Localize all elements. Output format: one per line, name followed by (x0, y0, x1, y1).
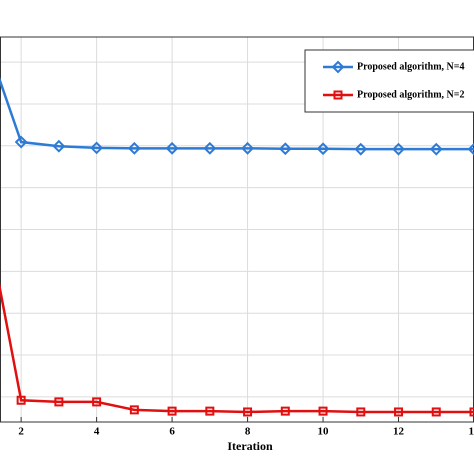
legend-label: Proposed algorithm, N=4 (357, 61, 464, 72)
marker (431, 407, 441, 417)
marker (354, 142, 368, 156)
marker (165, 141, 179, 155)
x-axis-label: Iteration (227, 439, 273, 453)
legend-marker (333, 90, 343, 100)
marker (394, 407, 404, 417)
x-tick-label: 8 (245, 426, 251, 438)
marker (318, 406, 328, 416)
marker (90, 141, 104, 155)
marker (127, 141, 141, 155)
marker (280, 406, 290, 416)
marker (129, 405, 139, 415)
marker (54, 397, 64, 407)
x-tick-label: 6 (169, 426, 175, 438)
plot-area (0, 77, 474, 417)
marker (278, 142, 292, 156)
marker (429, 142, 443, 156)
marker (14, 135, 28, 149)
x-tick-label: 14 (469, 426, 474, 438)
marker (167, 406, 177, 416)
x-tick-label: 12 (393, 426, 405, 438)
legend-label: Proposed algorithm, N=2 (357, 89, 464, 100)
marker (243, 407, 253, 417)
marker (392, 142, 405, 156)
marker (52, 139, 66, 153)
marker (241, 141, 254, 155)
marker (316, 142, 330, 156)
x-tick-label: 4 (94, 426, 100, 438)
legend-marker (331, 60, 345, 74)
marker (469, 407, 474, 417)
marker (203, 141, 217, 155)
marker (205, 406, 215, 416)
x-tick-label: 10 (318, 426, 330, 438)
marker (16, 395, 26, 405)
marker (356, 407, 366, 417)
marker (92, 397, 102, 407)
marker (467, 142, 474, 156)
legend-box (304, 49, 474, 113)
x-tick-label: 2 (18, 426, 24, 438)
series-line (0, 282, 474, 414)
